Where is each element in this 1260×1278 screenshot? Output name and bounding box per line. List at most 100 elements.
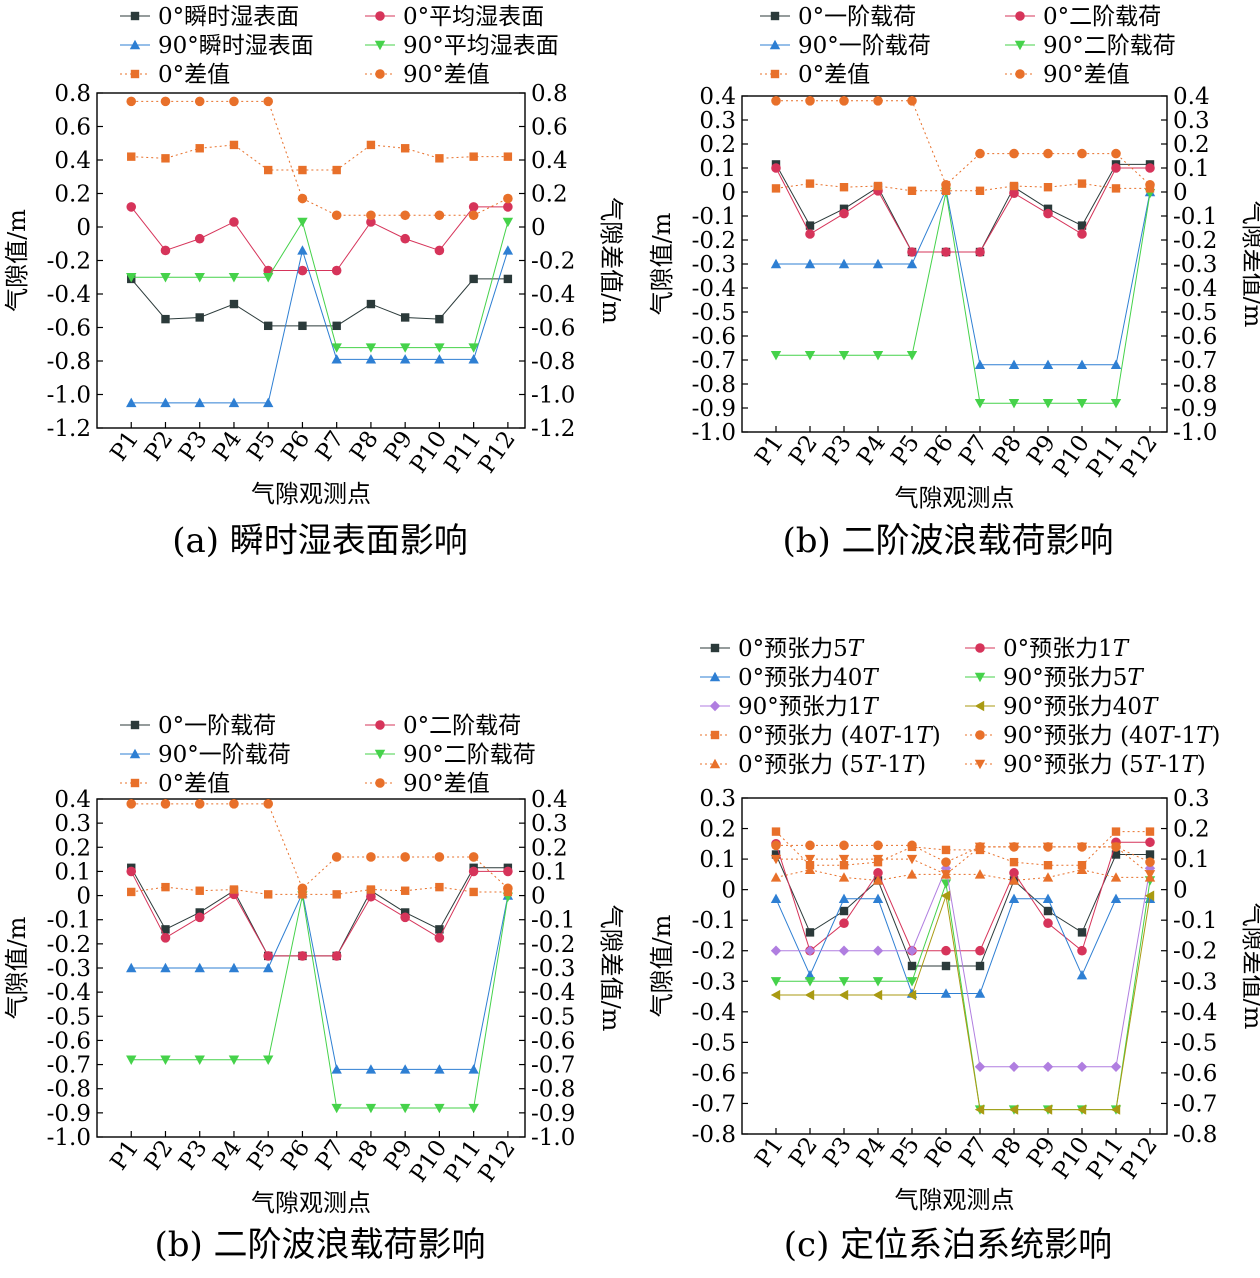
y2-tick-label: -0.1	[531, 908, 575, 934]
legend-label: 90°瞬时湿表面	[158, 33, 314, 59]
data-point	[770, 977, 782, 987]
data-point	[941, 857, 951, 867]
series-line	[775, 841, 1150, 952]
series-line	[131, 100, 509, 216]
legend-marker	[709, 758, 721, 769]
y-tick-label: 0	[721, 878, 736, 904]
y-tick-label: -0.2	[692, 939, 736, 965]
legend-marker	[129, 39, 141, 50]
data-point	[1076, 842, 1088, 853]
data-point	[838, 893, 850, 903]
x-tick-label: P6	[920, 431, 959, 471]
data-point	[1110, 399, 1122, 409]
y-tick-label: -0.9	[692, 396, 736, 422]
data-point	[434, 343, 445, 353]
y2-tick-label: 0.2	[531, 835, 568, 861]
data-point	[503, 883, 513, 894]
y-tick-label: -0.7	[692, 1091, 736, 1117]
x-tick-label: P1	[750, 1133, 789, 1173]
data-point	[839, 204, 849, 213]
series-1	[127, 274, 513, 331]
legend-label: 0°差值	[158, 62, 230, 88]
series-6	[771, 96, 1155, 190]
series-2	[126, 866, 513, 961]
series-line	[130, 206, 508, 272]
y2-tick-label: -1.0	[1173, 420, 1217, 446]
data-point	[1008, 893, 1020, 903]
data-point	[804, 945, 816, 956]
data-point	[1008, 842, 1020, 853]
y2-tick-label: 0.3	[1173, 786, 1210, 812]
data-point	[126, 273, 137, 283]
legend-marker	[709, 671, 721, 682]
legend-label: 0°差值	[798, 62, 870, 88]
data-point	[839, 96, 849, 106]
series-line	[131, 248, 509, 404]
data-point	[434, 1064, 445, 1074]
chart-panel-3: -1.0 -1.0-0.9 -0.9-0.8 -0.8-0.7 -0.7-0.6 -0.6…	[3, 713, 625, 1265]
data-point	[974, 399, 986, 409]
data-point	[194, 962, 205, 973]
legend-label: 90°差值	[403, 62, 490, 88]
data-point	[873, 181, 883, 191]
y-tick-label: -0.8	[692, 1122, 736, 1148]
plot-frame	[741, 797, 1168, 1135]
data-point	[1076, 399, 1088, 409]
y2-axis-title: 气隙差值/m	[1239, 903, 1260, 1030]
data-point	[805, 221, 815, 230]
legend-marker	[375, 778, 385, 788]
data-point	[434, 245, 445, 256]
data-point	[297, 217, 308, 228]
data-point	[907, 247, 917, 257]
data-point	[804, 854, 816, 865]
data-point	[804, 977, 816, 987]
y2-tick-label: -0.4	[531, 980, 575, 1006]
data-point	[839, 861, 849, 870]
y-tick-label: -0.5	[47, 1004, 91, 1030]
data-point	[468, 852, 479, 862]
y2-tick-label: -0.2	[1173, 939, 1217, 965]
data-point	[263, 799, 274, 809]
data-point	[941, 180, 951, 190]
y-tick-label: -0.3	[692, 969, 736, 995]
data-point	[468, 866, 479, 877]
chart-panel-4: -0.8 -0.8 -0.7 -0.7 -0.6 -0.6 -0.5 -0.5 -0.4 -0.4…	[648, 636, 1260, 1265]
data-point	[907, 961, 917, 971]
legend: 0°预张力5T 0°预张力1T 0°预张力40T 90°预张力5T 90°预张力1T 90…	[700, 636, 1220, 778]
series-line	[776, 895, 1151, 1111]
legend-label: 0°一阶载荷	[158, 713, 276, 739]
data-point	[297, 883, 308, 894]
y2-tick-label: -0.2	[1173, 228, 1217, 254]
x-tick-label: P1	[106, 1136, 145, 1176]
data-point	[906, 258, 918, 269]
series-line	[776, 866, 1151, 1068]
data-point	[873, 96, 883, 106]
x-tick-label: P5	[243, 1136, 282, 1176]
y-tick-label: -0.2	[47, 932, 91, 958]
data-point	[400, 886, 410, 895]
data-point	[399, 1064, 411, 1074]
data-point	[1043, 148, 1053, 159]
x-tick-label: P7	[311, 427, 350, 467]
series-line	[775, 167, 1150, 253]
data-point	[770, 989, 781, 1001]
data-point	[1043, 183, 1053, 192]
data-point	[872, 893, 884, 903]
data-point	[297, 951, 308, 961]
data-point	[907, 96, 917, 106]
data-point	[1145, 180, 1155, 190]
data-point	[331, 210, 342, 221]
panel-caption: (b) 二阶波浪载荷影响	[782, 521, 1113, 561]
data-point	[941, 945, 951, 956]
data-point	[468, 1064, 479, 1074]
data-point	[434, 933, 445, 943]
data-point	[906, 869, 918, 879]
data-point	[366, 140, 376, 150]
data-point	[906, 977, 918, 987]
y-tick-label: -0.5	[692, 300, 736, 326]
data-point	[873, 868, 883, 878]
x-tick-label: P7	[954, 1133, 993, 1173]
data-point	[805, 928, 815, 937]
y-tick-label: 0.8	[54, 81, 91, 107]
y-tick-label: -0.8	[692, 372, 736, 398]
